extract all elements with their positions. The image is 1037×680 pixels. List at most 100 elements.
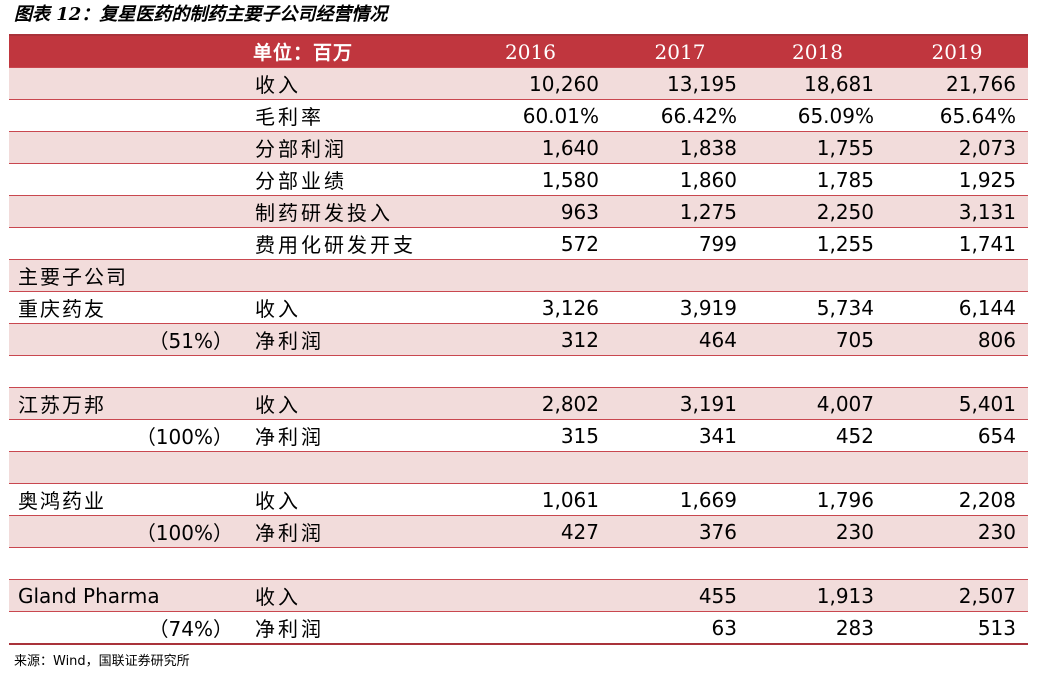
section-label: 主要子公司	[9, 259, 247, 292]
cell-value: 654	[886, 419, 1028, 452]
cell-value: 1,838	[611, 131, 749, 164]
cell-value: 464	[611, 323, 749, 356]
table-row: 分部利润 1,640 1,838 1,755 2,073	[9, 131, 1028, 164]
cell-value: 1,913	[749, 579, 886, 612]
cell-value: 3,131	[886, 195, 1028, 228]
cell-value: 21,766	[886, 67, 1028, 100]
cell-value: 3,919	[611, 291, 749, 324]
cell-value: 513	[886, 611, 1028, 645]
table-row: 奥鸿药业 收入 1,061 1,669 1,796 2,208	[9, 483, 1028, 516]
table-row: （74%） 净利润 63 283 513	[9, 611, 1028, 645]
financial-table: 单位：百万 2016 2017 2018 2019 收入 10,260 13,1…	[9, 34, 1028, 645]
table-row: （100%） 净利润 315 341 452 654	[9, 419, 1028, 452]
company-name: Gland Pharma	[9, 579, 247, 612]
cell-value: 60.01%	[450, 99, 611, 132]
cell-value: 1,061	[450, 483, 611, 516]
row-label: 收入	[247, 483, 450, 516]
row-label: 分部业绩	[247, 163, 450, 196]
cell-value: 572	[450, 227, 611, 260]
cell-value: 66.42%	[611, 99, 749, 132]
row-label: 净利润	[247, 611, 450, 645]
cell-value: 1,275	[611, 195, 749, 228]
year-header-2018: 2018	[749, 34, 886, 68]
ownership-share: （100%）	[9, 515, 247, 548]
company-name: 江苏万邦	[9, 387, 247, 420]
cell-value: 1,580	[450, 163, 611, 196]
row-label: 毛利率	[247, 99, 450, 132]
row-label: 收入	[247, 291, 450, 324]
cell-value: 427	[450, 515, 611, 548]
cell-value: 2,250	[749, 195, 886, 228]
cell-value: 1,669	[611, 483, 749, 516]
table-row: 重庆药友 收入 3,126 3,919 5,734 6,144	[9, 291, 1028, 324]
row-label: 费用化研发开支	[247, 227, 450, 260]
ownership-share: （74%）	[9, 611, 247, 645]
source-note: 来源：Wind，国联证券研究所	[14, 654, 190, 669]
cell-value	[450, 579, 611, 612]
row-label: 收入	[247, 579, 450, 612]
cell-value: 1,755	[749, 131, 886, 164]
table-row: Gland Pharma 收入 455 1,913 2,507	[9, 579, 1028, 612]
cell-value: 1,925	[886, 163, 1028, 196]
cell-value: 1,255	[749, 227, 886, 260]
row-label: 净利润	[247, 323, 450, 356]
cell-value: 13,195	[611, 67, 749, 100]
cell-value: 312	[450, 323, 611, 356]
cell-value: 2,208	[886, 483, 1028, 516]
ownership-share: （100%）	[9, 419, 247, 452]
company-name: 奥鸿药业	[9, 483, 247, 516]
cell-value: 1,796	[749, 483, 886, 516]
cell-value: 10,260	[450, 67, 611, 100]
company-name: 重庆药友	[9, 291, 247, 324]
cell-value: 341	[611, 419, 749, 452]
cell-value: 65.09%	[749, 99, 886, 132]
row-label: 净利润	[247, 515, 450, 548]
section-header-row: 主要子公司	[9, 259, 1028, 292]
cell-value: 2,073	[886, 131, 1028, 164]
cell-value: 1,785	[749, 163, 886, 196]
year-header-2019: 2019	[886, 34, 1028, 68]
cell-value: 315	[450, 419, 611, 452]
row-label: 收入	[247, 387, 450, 420]
cell-value: 18,681	[749, 67, 886, 100]
cell-value: 65.64%	[886, 99, 1028, 132]
table-row: 制药研发投入 963 1,275 2,250 3,131	[9, 195, 1028, 228]
table-row: 收入 10,260 13,195 18,681 21,766	[9, 67, 1028, 100]
cell-value: 799	[611, 227, 749, 260]
figure-title: 图表 12：复星医药的制药主要子公司经营情况	[14, 4, 388, 25]
cell-value: 6,144	[886, 291, 1028, 324]
row-label: 制药研发投入	[247, 195, 450, 228]
row-label: 分部利润	[247, 131, 450, 164]
cell-value: 1,640	[450, 131, 611, 164]
cell-value: 2,802	[450, 387, 611, 420]
table-row: 毛利率 60.01% 66.42% 65.09% 65.64%	[9, 99, 1028, 132]
cell-value: 5,734	[749, 291, 886, 324]
table-row: 分部业绩 1,580 1,860 1,785 1,925	[9, 163, 1028, 196]
cell-value: 376	[611, 515, 749, 548]
cell-value: 963	[450, 195, 611, 228]
cell-value: 4,007	[749, 387, 886, 420]
cell-value: 1,741	[886, 227, 1028, 260]
cell-value: 455	[611, 579, 749, 612]
table-row: （100%） 净利润 427 376 230 230	[9, 515, 1028, 548]
cell-value: 230	[886, 515, 1028, 548]
table-row: （51%） 净利润 312 464 705 806	[9, 323, 1028, 356]
table-row: 费用化研发开支 572 799 1,255 1,741	[9, 227, 1028, 260]
cell-value: 3,126	[450, 291, 611, 324]
spacer-row	[9, 547, 1028, 580]
year-header-2016: 2016	[450, 34, 611, 68]
cell-value: 63	[611, 611, 749, 645]
ownership-share: （51%）	[9, 323, 247, 356]
cell-value: 230	[749, 515, 886, 548]
spacer-row	[9, 355, 1028, 388]
cell-value: 452	[749, 419, 886, 452]
cell-value: 1,860	[611, 163, 749, 196]
cell-value: 2,507	[886, 579, 1028, 612]
table-header-row: 单位：百万 2016 2017 2018 2019	[9, 34, 1028, 68]
table-row: 江苏万邦 收入 2,802 3,191 4,007 5,401	[9, 387, 1028, 420]
cell-value: 3,191	[611, 387, 749, 420]
cell-value: 705	[749, 323, 886, 356]
cell-value	[450, 611, 611, 645]
cell-value: 283	[749, 611, 886, 645]
row-label: 收入	[247, 67, 450, 100]
